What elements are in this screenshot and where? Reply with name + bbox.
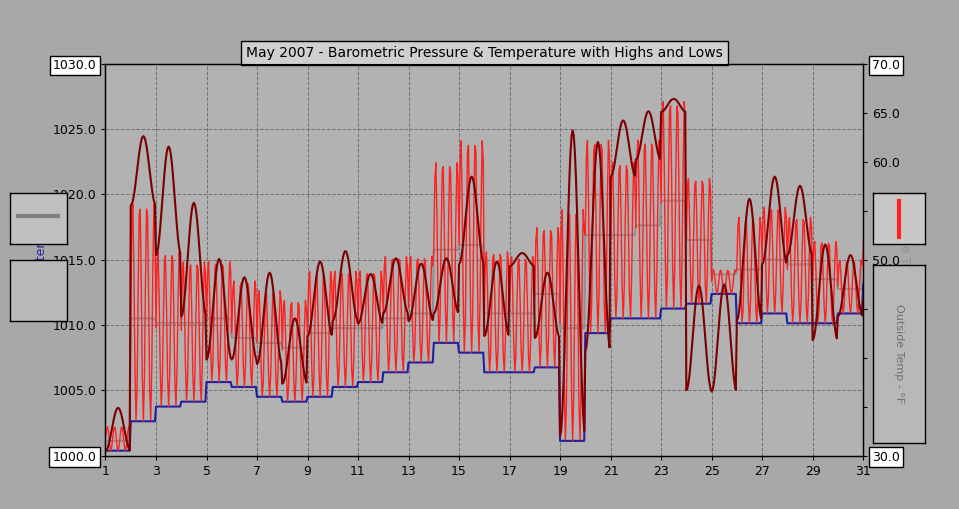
- Y-axis label: Barometer - mb: Barometer - mb: [35, 210, 48, 309]
- Text: Outside Temp - °F: Outside Temp - °F: [894, 304, 904, 403]
- Title: May 2007 - Barometric Pressure & Temperature with Highs and Lows: May 2007 - Barometric Pressure & Tempera…: [246, 46, 723, 60]
- Y-axis label: Outside Temp - °F: Outside Temp - °F: [899, 204, 911, 316]
